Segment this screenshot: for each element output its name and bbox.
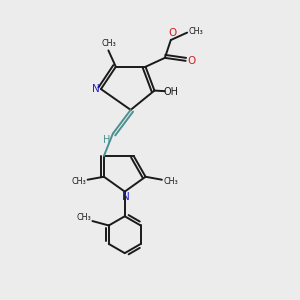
Text: CH₃: CH₃ — [164, 177, 178, 186]
Text: N: N — [92, 84, 100, 94]
Text: O: O — [168, 28, 176, 38]
Text: OH: OH — [163, 87, 178, 97]
Text: N: N — [122, 192, 130, 202]
Text: H: H — [103, 135, 111, 145]
Text: O: O — [187, 56, 195, 66]
Text: CH₃: CH₃ — [188, 27, 203, 36]
Text: CH₃: CH₃ — [101, 39, 116, 48]
Text: CH₃: CH₃ — [71, 177, 86, 186]
Text: CH₃: CH₃ — [77, 213, 92, 222]
